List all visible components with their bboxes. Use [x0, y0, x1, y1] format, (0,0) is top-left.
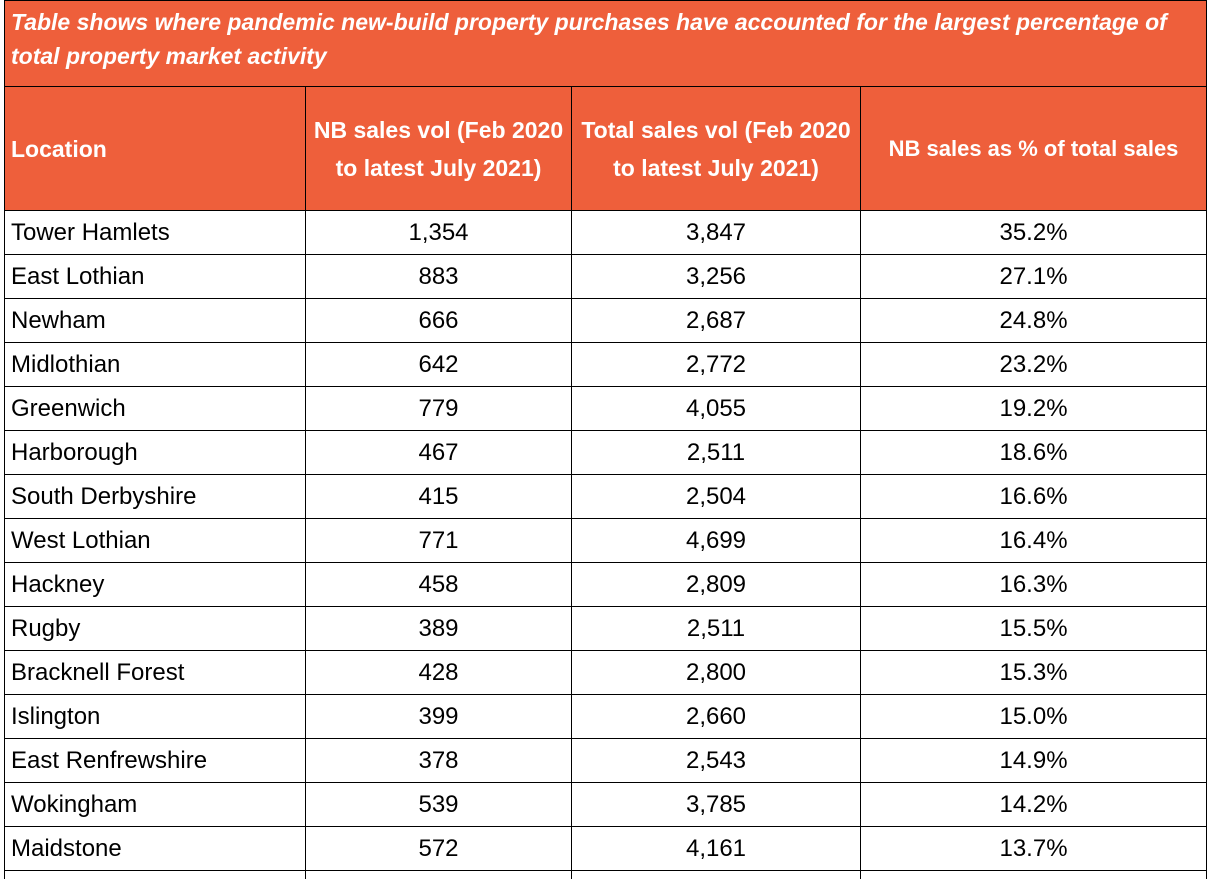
cell-location: Wokingham	[5, 783, 306, 827]
table-title: Table shows where pandemic new-build pro…	[5, 1, 1207, 87]
cell-total-sales-vol: 2,543	[572, 739, 861, 783]
cell-total-sales-vol: 4,055	[572, 387, 861, 431]
cell-nb-sales-pct: 15.5%	[861, 607, 1207, 651]
cell-location: Rugby	[5, 607, 306, 651]
cell-total-sales-vol: 3,256	[572, 255, 861, 299]
empty-cell	[5, 871, 306, 879]
cell-total-sales-vol: 3,785	[572, 783, 861, 827]
cell-nb-sales-vol: 779	[306, 387, 572, 431]
table-row-partial	[5, 871, 1207, 879]
cell-nb-sales-vol: 428	[306, 651, 572, 695]
cell-nb-sales-pct: 23.2%	[861, 343, 1207, 387]
cell-location: Hackney	[5, 563, 306, 607]
empty-cell	[306, 871, 572, 879]
cell-total-sales-vol: 4,699	[572, 519, 861, 563]
cell-nb-sales-vol: 467	[306, 431, 572, 475]
new-build-sales-table: Table shows where pandemic new-build pro…	[4, 0, 1207, 879]
cell-nb-sales-vol: 458	[306, 563, 572, 607]
cell-nb-sales-pct: 15.0%	[861, 695, 1207, 739]
empty-cell	[861, 871, 1207, 879]
cell-total-sales-vol: 2,511	[572, 431, 861, 475]
cell-nb-sales-pct: 27.1%	[861, 255, 1207, 299]
header-location: Location	[5, 87, 306, 211]
header-row: Location NB sales vol (Feb 2020 to lates…	[5, 87, 1207, 211]
cell-nb-sales-vol: 539	[306, 783, 572, 827]
cell-nb-sales-pct: 24.8%	[861, 299, 1207, 343]
cell-nb-sales-vol: 642	[306, 343, 572, 387]
cell-nb-sales-vol: 1,354	[306, 211, 572, 255]
cell-total-sales-vol: 2,772	[572, 343, 861, 387]
cell-location: Newham	[5, 299, 306, 343]
cell-total-sales-vol: 2,660	[572, 695, 861, 739]
empty-cell	[572, 871, 861, 879]
cell-nb-sales-pct: 13.7%	[861, 827, 1207, 871]
table-container: Table shows where pandemic new-build pro…	[4, 0, 1206, 879]
cell-total-sales-vol: 4,161	[572, 827, 861, 871]
cell-location: Maidstone	[5, 827, 306, 871]
cell-total-sales-vol: 2,809	[572, 563, 861, 607]
cell-location: Islington	[5, 695, 306, 739]
cell-nb-sales-vol: 389	[306, 607, 572, 651]
cell-nb-sales-pct: 16.6%	[861, 475, 1207, 519]
cell-total-sales-vol: 2,511	[572, 607, 861, 651]
cell-nb-sales-pct: 16.4%	[861, 519, 1207, 563]
cell-nb-sales-vol: 883	[306, 255, 572, 299]
cell-nb-sales-vol: 378	[306, 739, 572, 783]
cell-total-sales-vol: 2,800	[572, 651, 861, 695]
cell-nb-sales-pct: 19.2%	[861, 387, 1207, 431]
cell-location: Midlothian	[5, 343, 306, 387]
cell-location: Tower Hamlets	[5, 211, 306, 255]
cell-nb-sales-vol: 415	[306, 475, 572, 519]
title-row: Table shows where pandemic new-build pro…	[5, 1, 1207, 87]
cell-location: Bracknell Forest	[5, 651, 306, 695]
cell-location: Harborough	[5, 431, 306, 475]
cell-nb-sales-pct: 16.3%	[861, 563, 1207, 607]
header-nb-sales-vol: NB sales vol (Feb 2020 to latest July 20…	[306, 87, 572, 211]
cell-total-sales-vol: 2,504	[572, 475, 861, 519]
cell-nb-sales-vol: 572	[306, 827, 572, 871]
cell-total-sales-vol: 3,847	[572, 211, 861, 255]
cell-nb-sales-pct: 15.3%	[861, 651, 1207, 695]
cell-location: East Renfrewshire	[5, 739, 306, 783]
cell-location: West Lothian	[5, 519, 306, 563]
cell-nb-sales-vol: 771	[306, 519, 572, 563]
cell-nb-sales-pct: 14.2%	[861, 783, 1207, 827]
header-nb-sales-pct: NB sales as % of total sales	[861, 87, 1207, 211]
cell-nb-sales-vol: 666	[306, 299, 572, 343]
cell-total-sales-vol: 2,687	[572, 299, 861, 343]
cell-nb-sales-pct: 35.2%	[861, 211, 1207, 255]
cell-nb-sales-pct: 14.9%	[861, 739, 1207, 783]
cell-nb-sales-pct: 18.6%	[861, 431, 1207, 475]
cell-location: South Derbyshire	[5, 475, 306, 519]
cell-location: East Lothian	[5, 255, 306, 299]
cell-location: Greenwich	[5, 387, 306, 431]
cell-nb-sales-vol: 399	[306, 695, 572, 739]
header-total-sales-vol: Total sales vol (Feb 2020 to latest July…	[572, 87, 861, 211]
